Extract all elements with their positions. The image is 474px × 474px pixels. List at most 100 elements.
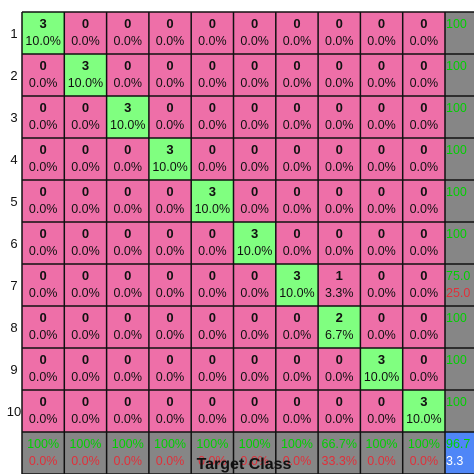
row-summary-correct: 100 <box>446 311 467 325</box>
matrix-cell-bg <box>402 96 445 138</box>
cell-count-label: 0 <box>40 100 47 115</box>
matrix-cell: 0 0.0% <box>148 348 192 390</box>
cell-percent-label: 0.0% <box>71 412 100 426</box>
matrix-cell-bg <box>64 264 107 306</box>
matrix-cell-bg <box>22 12 65 54</box>
cell-count-label: 0 <box>166 352 173 367</box>
matrix-cell: 0 0.0% <box>148 390 192 432</box>
cell-count-label: 0 <box>209 16 216 31</box>
cell-percent-label: 0.0% <box>156 286 185 300</box>
cell-count-label: 0 <box>82 184 89 199</box>
matrix-cell-bg <box>360 54 403 96</box>
matrix-cell: 0 0.0% <box>106 264 149 306</box>
matrix-cell-bg <box>233 222 276 264</box>
matrix-cell-bg <box>64 306 107 348</box>
y-tick-label: 8 <box>10 320 17 335</box>
column-summary-error: 0.0% <box>156 454 185 468</box>
matrix-cell: 3 10.0% <box>233 222 276 264</box>
matrix-cell-bg <box>64 138 107 180</box>
cell-percent-label: 0.0% <box>71 370 100 384</box>
cell-count-label: 0 <box>82 268 89 283</box>
cell-percent-label: 0.0% <box>29 118 58 132</box>
cell-count-label: 0 <box>40 142 47 157</box>
matrix-cell-bg <box>318 306 361 348</box>
matrix-cell: 0 0.0% <box>191 264 234 306</box>
matrix-cell: 0 0.0% <box>191 138 234 180</box>
cell-percent-label: 0.0% <box>325 34 354 48</box>
cell-percent-label: 10.0% <box>68 76 103 90</box>
cell-count-label: 0 <box>166 58 173 73</box>
matrix-cell: 0 0.0% <box>106 306 149 348</box>
cell-count-label: 0 <box>251 394 258 409</box>
matrix-cell-bg <box>318 96 361 138</box>
matrix-cell: 0 0.0% <box>318 180 361 222</box>
column-summary-correct: 100% <box>366 437 398 451</box>
cell-percent-label: 0.0% <box>283 76 312 90</box>
matrix-cell: 0 0.0% <box>191 306 234 348</box>
cell-count-label: 0 <box>209 394 216 409</box>
matrix-cell-bg <box>360 180 403 222</box>
cell-percent-label: 0.0% <box>71 160 100 174</box>
cell-count-label: 0 <box>251 100 258 115</box>
column-summary-error: 0.0% <box>410 454 439 468</box>
cell-count-label: 0 <box>336 184 343 199</box>
column-summary-correct: 100% <box>408 437 440 451</box>
matrix-cell-bg <box>318 138 361 180</box>
row-summary-cell: 100 <box>445 138 474 180</box>
matrix-cell-bg <box>275 138 319 180</box>
matrix-cell: 0 0.0% <box>64 12 107 54</box>
cell-count-label: 0 <box>336 142 343 157</box>
cell-count-label: 0 <box>378 100 385 115</box>
matrix-cell-bg <box>402 54 445 96</box>
matrix-cell: 0 0.0% <box>233 348 276 390</box>
column-summary-correct: 66.7% <box>322 437 357 451</box>
overall-summary-cell: 96.7 3.3 <box>445 432 474 474</box>
row-summary-bg <box>445 54 474 96</box>
column-summary-cell: 100% 0.0% <box>148 432 192 474</box>
matrix-cell: 3 10.0% <box>402 390 445 432</box>
matrix-cell: 0 0.0% <box>360 264 403 306</box>
cell-count-label: 3 <box>40 16 47 31</box>
matrix-cell: 0 0.0% <box>275 12 319 54</box>
cell-percent-label: 0.0% <box>114 286 143 300</box>
y-tick-label: 4 <box>10 152 17 167</box>
matrix-cell-bg <box>106 138 149 180</box>
row-summary-correct: 75.0 <box>446 269 470 283</box>
column-summary-cell: 100% 0.0% <box>275 432 319 474</box>
matrix-cell: 0 0.0% <box>360 306 403 348</box>
matrix-cell: 0 0.0% <box>148 180 192 222</box>
matrix-cell: 0 0.0% <box>318 96 361 138</box>
cell-percent-label: 0.0% <box>410 244 439 258</box>
matrix-cell: 0 0.0% <box>106 54 149 96</box>
matrix-cell: 0 0.0% <box>148 306 192 348</box>
column-summary-bg <box>22 432 65 474</box>
row-summary-cell: 100 <box>445 12 474 54</box>
cell-percent-label: 0.0% <box>367 118 396 132</box>
row-summary-error: 25.0 <box>446 286 470 300</box>
cell-count-label: 0 <box>40 184 47 199</box>
row-summary-cell: 100 <box>445 348 474 390</box>
matrix-cell: 0 0.0% <box>22 222 65 264</box>
matrix-cell: 0 0.0% <box>275 96 319 138</box>
cell-percent-label: 0.0% <box>198 286 227 300</box>
cell-percent-label: 0.0% <box>240 370 269 384</box>
cell-percent-label: 0.0% <box>283 328 312 342</box>
row-summary-bg <box>445 180 474 222</box>
matrix-cell: 0 0.0% <box>64 96 107 138</box>
matrix-cell-bg <box>191 96 234 138</box>
cell-percent-label: 0.0% <box>410 370 439 384</box>
cell-count-label: 0 <box>82 142 89 157</box>
matrix-cell-bg <box>233 348 276 390</box>
cell-percent-label: 0.0% <box>410 160 439 174</box>
x-axis-title: Target Class <box>197 456 292 473</box>
cell-percent-label: 0.0% <box>325 76 354 90</box>
cell-count-label: 0 <box>336 352 343 367</box>
column-summary-cell: 66.7% 33.3% <box>318 432 361 474</box>
cell-count-label: 3 <box>378 352 385 367</box>
matrix-cell-bg <box>360 390 403 432</box>
column-summary-correct: 100% <box>69 437 101 451</box>
matrix-cell: 0 0.0% <box>22 306 65 348</box>
column-summary-cell: 100% 0.0% <box>233 432 276 474</box>
matrix-cell: 0 0.0% <box>22 54 65 96</box>
cell-count-label: 0 <box>209 142 216 157</box>
